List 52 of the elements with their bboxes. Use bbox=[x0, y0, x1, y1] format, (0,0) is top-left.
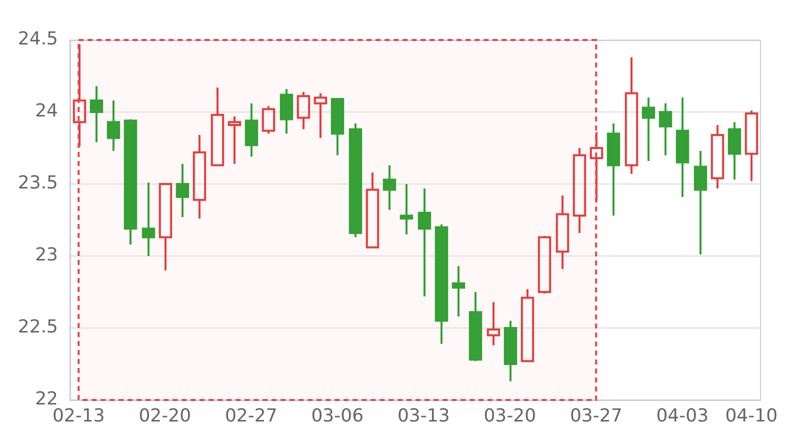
y-tick-label: 23.5 bbox=[18, 172, 58, 194]
candlestick bbox=[90, 85, 104, 144]
candlestick bbox=[382, 164, 396, 211]
y-tick-label: 24 bbox=[35, 100, 58, 122]
candlestick bbox=[520, 288, 534, 362]
candlestick bbox=[296, 90, 310, 130]
candlestick bbox=[124, 118, 138, 246]
candlestick bbox=[228, 115, 242, 165]
candlestick bbox=[176, 162, 190, 218]
candlestick bbox=[434, 223, 448, 345]
candlestick bbox=[366, 171, 380, 248]
x-tick-label: 03-06 bbox=[311, 405, 364, 426]
x-tick-label: 04-03 bbox=[656, 405, 709, 426]
candlestick bbox=[728, 121, 742, 181]
x-tick-label: 04-10 bbox=[725, 405, 778, 426]
candlestick bbox=[624, 56, 638, 175]
candlestick bbox=[658, 102, 672, 156]
candlestick bbox=[158, 183, 172, 272]
y-tick-label: 24.5 bbox=[18, 28, 58, 50]
candlestick bbox=[572, 147, 586, 234]
candlestick bbox=[590, 131, 604, 202]
x-tick-label: 03-13 bbox=[397, 405, 450, 426]
x-tick-label: 02-20 bbox=[138, 405, 192, 426]
candlestick bbox=[210, 86, 224, 166]
x-tick-label: 03-27 bbox=[570, 405, 622, 426]
candlestick bbox=[744, 110, 758, 182]
candlestick bbox=[72, 43, 86, 148]
candlestick bbox=[468, 291, 482, 362]
candlestick bbox=[330, 98, 344, 156]
x-tick-label: 03-20 bbox=[484, 405, 536, 426]
x-tick-label: 02-27 bbox=[224, 405, 278, 426]
y-tick-label: 22.5 bbox=[18, 316, 58, 338]
candlestick bbox=[642, 96, 656, 162]
candlestick bbox=[676, 96, 690, 198]
candlestick bbox=[606, 122, 620, 217]
candlestick bbox=[504, 320, 518, 382]
candlestick bbox=[192, 134, 206, 220]
candlestick bbox=[106, 99, 120, 152]
candlestick bbox=[280, 88, 294, 135]
candlestick bbox=[314, 92, 328, 139]
candlestick bbox=[348, 122, 362, 238]
candlestick bbox=[452, 265, 466, 318]
x-tick-label: 02-13 bbox=[52, 405, 105, 426]
candlestick bbox=[244, 102, 258, 158]
candlestick bbox=[142, 182, 156, 257]
candlestick bbox=[694, 150, 708, 256]
candlestick bbox=[418, 187, 432, 298]
candlestick bbox=[486, 301, 500, 346]
candlestick bbox=[710, 124, 724, 190]
candlestick bbox=[400, 183, 414, 236]
candlestick bbox=[556, 194, 570, 270]
y-tick-label: 23 bbox=[35, 244, 58, 266]
